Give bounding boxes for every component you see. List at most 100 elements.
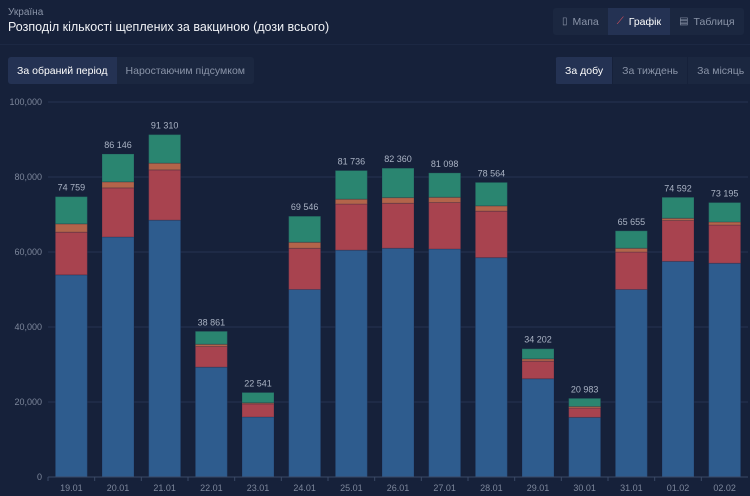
bar-segment (334, 169, 368, 200)
bar-total-label: 38 861 (198, 317, 226, 327)
bar-segment (661, 196, 695, 219)
x-tick-label: 24.01 (293, 483, 316, 493)
x-tick-label: 27.01 (433, 483, 456, 493)
y-tick-label: 80,000 (14, 172, 42, 182)
page-title: Розподіл кількості щеплених за вакциною … (8, 20, 330, 34)
bar-segment (474, 257, 508, 478)
x-tick-label: 30.01 (573, 483, 596, 493)
tab-chart-label: Графік (628, 15, 662, 28)
x-tick-label: 25.01 (340, 483, 363, 493)
bar-segment (54, 196, 88, 225)
bar-segment (428, 196, 462, 203)
bar-total-label: 74 759 (58, 183, 86, 193)
bar-segment (54, 231, 88, 276)
bar-segment (381, 202, 415, 249)
bar-segment (521, 360, 555, 380)
bar-segment (568, 407, 602, 418)
bar-total-label: 65 655 (618, 217, 646, 227)
x-tick-label: 28.01 (480, 483, 503, 493)
x-tick-label: 01.02 (667, 483, 690, 493)
bar-segment (661, 220, 695, 262)
bar-segment (381, 247, 415, 478)
tab-daily[interactable]: За добу (555, 57, 613, 84)
x-tick-label: 23.01 (247, 483, 270, 493)
tab-selected-period[interactable]: За обраний період (8, 57, 117, 84)
bar-total-label: 73 195 (711, 189, 739, 199)
bar-segment (101, 181, 135, 189)
chart-icon: ⟋ (616, 16, 624, 27)
bar-total-label: 34 202 (524, 335, 552, 345)
bar-segment (241, 391, 275, 404)
x-tick-label: 21.01 (153, 483, 176, 493)
bar-segment (334, 249, 368, 478)
map-icon: ▯ (562, 16, 568, 27)
bar-segment (241, 403, 275, 418)
bar-segment (474, 181, 508, 207)
bar-segment (614, 230, 648, 249)
tab-map[interactable]: ▯ Мапа (553, 8, 608, 35)
bar-segment (661, 260, 695, 478)
bar-segment (288, 241, 322, 249)
bar-total-label: 20 983 (571, 384, 599, 394)
x-tick-label: 29.01 (527, 483, 550, 493)
bar-total-label: 86 146 (104, 140, 132, 150)
y-tick-label: 100,000 (9, 97, 42, 107)
y-tick-label: 40,000 (14, 322, 42, 332)
bar-segment (148, 219, 182, 478)
bar-segment (288, 215, 322, 243)
tab-weekly[interactable]: За тиждень (612, 57, 687, 84)
period-switcher: За добу За тиждень За місяць (555, 57, 750, 84)
bar-segment (474, 210, 508, 259)
tab-table-label: Таблиця (693, 15, 735, 28)
tab-table[interactable]: ▤ Таблиця (670, 8, 743, 35)
x-tick-label: 26.01 (387, 483, 410, 493)
bar-segment (148, 134, 182, 164)
x-tick-label: 22.01 (200, 483, 223, 493)
bar-segment (474, 205, 508, 212)
tab-chart[interactable]: ⟋ Графік (607, 8, 671, 35)
x-tick-label: 19.01 (60, 483, 83, 493)
bar-segment (381, 167, 415, 199)
bar-total-label: 22 541 (244, 378, 272, 388)
bar-segment (288, 247, 322, 290)
bar-segment (614, 251, 648, 290)
bar-segment (54, 223, 88, 233)
tab-cumulative[interactable]: Наростаючим підсумком (125, 64, 246, 77)
bar-total-label: 91 310 (151, 121, 179, 131)
bar-segment (241, 416, 275, 478)
bar-segment (614, 289, 648, 478)
bar-segment (288, 289, 322, 478)
x-tick-label: 02.02 (713, 483, 736, 493)
y-tick-label: 0 (37, 472, 42, 482)
bar-segment (614, 247, 648, 253)
bar-segment (708, 202, 742, 223)
bar-segment (148, 162, 182, 171)
x-tick-label: 20.01 (107, 483, 130, 493)
bar-segment (54, 274, 88, 478)
bar-total-label: 74 592 (664, 183, 692, 193)
view-switcher: ▯ Мапа ⟋ Графік ▤ Таблиця (553, 8, 744, 35)
bar-segment (101, 236, 135, 478)
bar-segment (194, 366, 228, 478)
bar-total-label: 82 360 (384, 154, 412, 164)
bar-segment (708, 224, 742, 264)
bar-segment (334, 198, 368, 205)
header-divider (0, 44, 750, 45)
bar-segment (148, 169, 182, 221)
y-tick-label: 20,000 (14, 397, 42, 407)
mode-switcher: За обраний період Наростаючим підсумком (8, 57, 255, 84)
bar-segment (334, 203, 368, 251)
bar-segment (101, 187, 135, 238)
tab-monthly[interactable]: За місяць (687, 57, 750, 84)
bar-total-label: 81 098 (431, 159, 459, 169)
bar-segment (428, 172, 462, 198)
bar-total-label: 78 564 (478, 168, 506, 178)
bar-segment (194, 346, 228, 368)
x-tick-label: 31.01 (620, 483, 643, 493)
table-icon: ▤ (679, 16, 689, 27)
bar-total-label: 69 546 (291, 202, 319, 212)
bar-segment (568, 397, 602, 408)
stacked-bar-chart: 0 20,000 40,000 60,000 80,000 100,000 74 759 19… (9, 97, 748, 493)
bar-segment (101, 153, 135, 183)
bar-segment (381, 197, 415, 204)
